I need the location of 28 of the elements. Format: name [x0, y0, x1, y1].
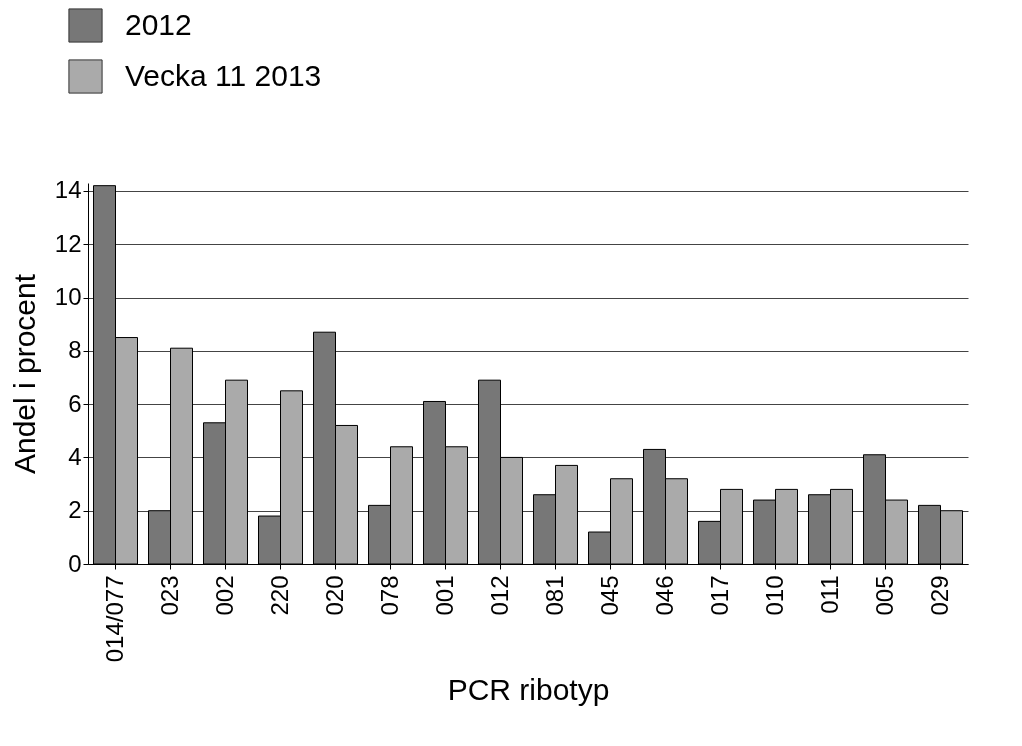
x-tick-label: 010: [760, 575, 788, 616]
y-tick-label: 14: [54, 176, 82, 204]
x-tick-label: 011: [815, 575, 843, 614]
y-tick-label: 8: [68, 336, 82, 364]
x-tick-label: 017: [705, 575, 733, 616]
x-tick-label: 029: [925, 575, 953, 616]
legend-label: Vecka 11 2013: [125, 58, 322, 92]
x-tick-label: 046: [650, 575, 678, 616]
x-tick-label: 012: [485, 575, 513, 616]
y-tick-label: 2: [68, 496, 82, 524]
y-tick-label: 0: [68, 549, 82, 577]
legend-label: 2012: [125, 7, 192, 41]
x-tick-label: 078: [375, 575, 403, 616]
x-tick-label: 002: [210, 575, 238, 616]
x-tick-label: 081: [540, 575, 568, 616]
x-tick-label: 001: [430, 575, 458, 616]
y-tick-label: 4: [68, 442, 82, 470]
y-axis-title: Andel i procent: [7, 273, 41, 475]
x-axis-title: PCR ribotyp: [447, 673, 610, 707]
x-tick-label: 020: [320, 575, 348, 616]
x-tick-label: 220: [265, 575, 293, 616]
x-tick-label: 023: [155, 575, 183, 616]
y-tick-label: 12: [54, 229, 82, 257]
y-tick-label: 10: [54, 283, 82, 311]
x-tick-label: 045: [595, 575, 623, 616]
x-tick-label: 014/077: [100, 575, 128, 663]
y-tick-label: 6: [68, 389, 82, 417]
x-tick-label: 005: [870, 575, 898, 616]
